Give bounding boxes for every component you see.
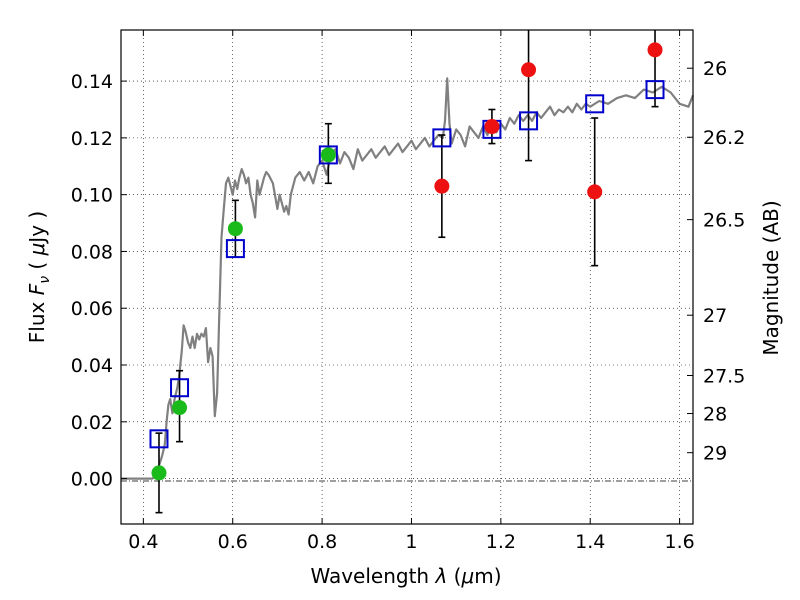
- y2-tick-label: 29: [703, 443, 727, 465]
- x-axis-title: Wavelength λ (μm): [310, 564, 501, 588]
- x-tick-label: 0.8: [307, 531, 337, 553]
- y-tick-label: 0.00: [71, 469, 113, 491]
- y-tick-label: 0.04: [71, 355, 113, 377]
- red-data-point: [434, 178, 450, 194]
- x-tick-label: 0.6: [218, 531, 248, 553]
- x-tick-label: 0.4: [128, 531, 158, 553]
- y-tick-label: 0.14: [71, 71, 113, 93]
- red-data-point: [587, 184, 603, 200]
- x-tick-label: 1.6: [664, 531, 694, 553]
- ticks: 0.4 0.6 0.8 1 1.2 1.4 1.6 0.00 0.02 0.04 0.06 0.08 0…: [71, 30, 745, 553]
- red-data-point: [484, 119, 500, 135]
- model-photometry-squares: [149, 80, 665, 449]
- x-tick-label: 1: [405, 531, 417, 553]
- model-square-marker: [149, 429, 169, 449]
- model-square-marker: [432, 128, 452, 148]
- red-data-point: [521, 62, 537, 78]
- red-data-point: [647, 42, 663, 58]
- y2-tick-label: 26: [703, 58, 727, 80]
- y2-tick-label: 28: [703, 404, 727, 426]
- y2-axis-title: Magnitude (AB): [759, 200, 783, 355]
- green-data-point: [227, 221, 243, 237]
- plot-frame: [120, 29, 694, 525]
- y-tick-label: 0.02: [71, 412, 113, 434]
- detections: [151, 42, 663, 481]
- x-tick-label: 1.4: [575, 531, 605, 553]
- model-square-marker: [225, 239, 245, 259]
- y-tick-label: 0.10: [71, 185, 113, 207]
- y2-tick-label: 26.2: [703, 127, 745, 149]
- model-square-marker: [519, 111, 539, 131]
- model-square-marker: [585, 94, 605, 114]
- green-data-point: [320, 147, 336, 163]
- y-tick-label: 0.12: [71, 128, 113, 150]
- green-data-point: [151, 465, 167, 481]
- y2-tick-label: 27: [703, 305, 727, 327]
- y-axis-title: Flux Fν ( μJy ): [25, 211, 53, 343]
- y-tick-label: 0.08: [71, 241, 113, 263]
- green-data-point: [172, 400, 188, 416]
- y-tick-label: 0.06: [71, 298, 113, 320]
- y2-tick-label: 27.5: [703, 365, 745, 387]
- x-tick-label: 1.2: [486, 531, 516, 553]
- y2-tick-label: 26.5: [703, 210, 745, 232]
- model-square-marker: [170, 378, 190, 398]
- model-square-marker: [318, 145, 338, 165]
- model-square-marker: [645, 80, 665, 100]
